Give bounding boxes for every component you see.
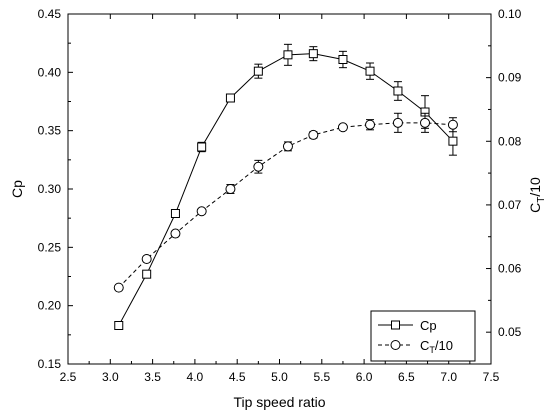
legend-label-cp: Cp (420, 318, 437, 333)
data-point (393, 86, 403, 96)
data-point (253, 161, 264, 172)
x-tick-label: 4.5 (229, 370, 246, 384)
data-point (170, 228, 181, 239)
data-point (225, 184, 236, 194)
y2-axis-title-sub: T (536, 197, 547, 203)
legend-label-ct-tail: /10 (435, 338, 453, 353)
data-point (196, 206, 207, 217)
data-point (338, 55, 348, 64)
data-point (392, 117, 403, 128)
data-point (420, 117, 431, 128)
data-point (308, 49, 318, 59)
y-tick-label: 0.30 (38, 182, 62, 196)
data-point (337, 122, 348, 133)
legend-label-ct-main: C (420, 338, 429, 353)
legend-marker-cp (391, 320, 400, 330)
data-point (253, 66, 263, 76)
x-tick-label: 5.0 (271, 370, 288, 384)
x-tick-label: 5.5 (313, 370, 330, 384)
y2-axis-title-tail: /10 (527, 177, 543, 197)
legend-box (370, 310, 476, 362)
y-tick-label: 0.35 (38, 124, 62, 138)
data-point (225, 93, 235, 103)
data-point (282, 141, 293, 152)
legend: Cp CT/10 (370, 310, 476, 362)
legend-marker-ct (390, 340, 401, 350)
x-tick-label: 6.0 (356, 370, 373, 384)
y2-tick-label: 0.08 (498, 134, 522, 148)
y-tick-label: 0.45 (38, 7, 62, 21)
data-point (447, 119, 458, 130)
y2-tick-label: 0.07 (498, 198, 522, 212)
x-tick-label: 7.0 (440, 370, 457, 384)
y2-axis-title: CT/10 (527, 177, 547, 213)
y2-tick-label: 0.09 (498, 71, 522, 85)
y-tick-label: 0.20 (38, 299, 62, 313)
legend-label-ct: CT/10 (420, 338, 453, 355)
y2-axis-title-main: C (527, 203, 543, 213)
data-point (365, 66, 375, 76)
data-point (283, 50, 293, 60)
x-tick-label: 3.5 (144, 370, 161, 384)
data-point (141, 254, 152, 264)
data-point (114, 321, 124, 330)
y-tick-label: 0.25 (38, 240, 62, 254)
y2-tick-label: 0.10 (498, 7, 522, 21)
series-1 (113, 112, 458, 293)
y-axis-title: Cp (9, 180, 25, 198)
data-point (448, 136, 458, 146)
data-point (113, 282, 124, 293)
x-tick-label: 2.5 (60, 370, 77, 384)
legend-label-ct-sub: T (429, 345, 435, 355)
ticks: 2.5 3.0 3.5 4.0 4.5 5.0 5.5 6.0 6.5 7.0 7.5 0.15 0.2… (38, 7, 522, 384)
data-point (142, 269, 152, 279)
data-point (197, 142, 207, 152)
y2-tick-label: 0.05 (498, 325, 522, 339)
data-point (170, 209, 180, 218)
y2-tick-label: 0.06 (498, 262, 522, 276)
series-0 (114, 43, 458, 330)
x-axis-title: Tip speed ratio (233, 394, 325, 410)
y-tick-label: 0.40 (38, 65, 62, 79)
x-tick-label: 4.0 (187, 370, 204, 384)
data-point (365, 119, 376, 130)
y-tick-label: 0.15 (38, 357, 62, 371)
series-layer (113, 43, 458, 330)
x-tick-label: 6.5 (398, 370, 415, 384)
x-tick-label: 7.5 (483, 370, 500, 384)
x-tick-label: 3.0 (102, 370, 119, 384)
data-point (308, 129, 319, 140)
